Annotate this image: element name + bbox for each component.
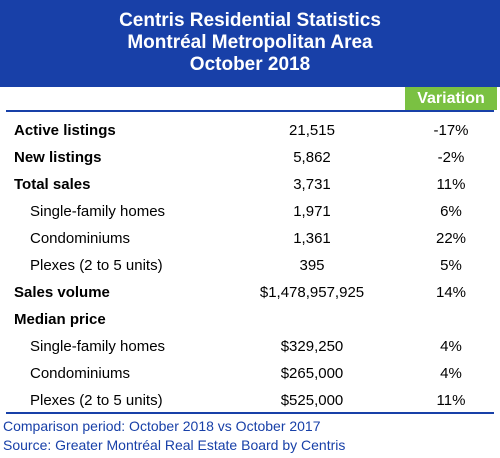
source-note: Source: Greater Montréal Real Estate Boa… (3, 437, 346, 453)
row-variation: 4% (440, 365, 462, 382)
row-value: 3,731 (293, 176, 331, 193)
row-label: Condominiums (30, 230, 131, 247)
row-variation: -17% (433, 122, 469, 139)
row-variation: 11% (436, 176, 466, 193)
row-label: Plexes (2 to 5 units) (30, 392, 163, 409)
table-row: Median price (0, 306, 500, 333)
row-value: $1,478,957,925 (259, 284, 365, 301)
row-variation: 6% (440, 203, 462, 220)
table-row: Single-family homes $329,250 4% (0, 333, 500, 360)
table-body: Active listings 21,515 -17% New listings 5,8… (0, 117, 500, 414)
table-row: Condominiums $265,000 4% (0, 360, 500, 387)
row-value: 1,361 (293, 230, 331, 247)
row-label: New listings (14, 149, 102, 166)
row-label: Single-family homes (30, 338, 166, 355)
row-value: 5,862 (293, 149, 331, 166)
row-label: Median price (14, 311, 106, 328)
row-label: Single-family homes (30, 203, 166, 220)
row-value: $329,250 (280, 338, 344, 355)
table-header: Centris Residential Statistics Montréal … (0, 0, 500, 87)
bottom-divider (6, 412, 494, 414)
title-line-3: October 2018 (189, 54, 311, 75)
row-value: $265,000 (280, 365, 344, 382)
top-divider (6, 110, 494, 112)
comparison-period-note: Comparison period: October 2018 vs Octob… (3, 418, 321, 434)
row-value: 21,515 (289, 122, 335, 139)
row-label: Condominiums (30, 365, 131, 382)
table-row: Condominiums 1,361 22% (0, 225, 500, 252)
row-label: Sales volume (14, 284, 110, 301)
table-row: New listings 5,862 -2% (0, 144, 500, 171)
row-value: $525,000 (280, 392, 344, 409)
variation-column-header: Variation (405, 87, 497, 110)
row-label: Plexes (2 to 5 units) (30, 257, 163, 274)
row-variation: 4% (440, 338, 462, 355)
table-row: Plexes (2 to 5 units) 395 5% (0, 252, 500, 279)
title-line-1: Centris Residential Statistics (119, 10, 381, 31)
row-label: Active listings (14, 122, 116, 139)
row-variation: 14% (435, 284, 467, 301)
row-variation: -2% (437, 149, 465, 166)
table-row: Plexes (2 to 5 units) $525,000 11% (0, 387, 500, 414)
table-row: Active listings 21,515 -17% (0, 117, 500, 144)
table-row: Sales volume $1,478,957,925 14% (0, 279, 500, 306)
table-row: Single-family homes 1,971 6% (0, 198, 500, 225)
title-line-2: Montréal Metropolitan Area (127, 32, 373, 53)
row-variation: 11% (436, 392, 466, 409)
row-variation: 5% (440, 257, 462, 274)
table-row: Total sales 3,731 11% (0, 171, 500, 198)
row-label: Total sales (14, 176, 91, 193)
row-value: 395 (299, 257, 325, 274)
row-value: 1,971 (293, 203, 331, 220)
row-variation: 22% (435, 230, 467, 247)
